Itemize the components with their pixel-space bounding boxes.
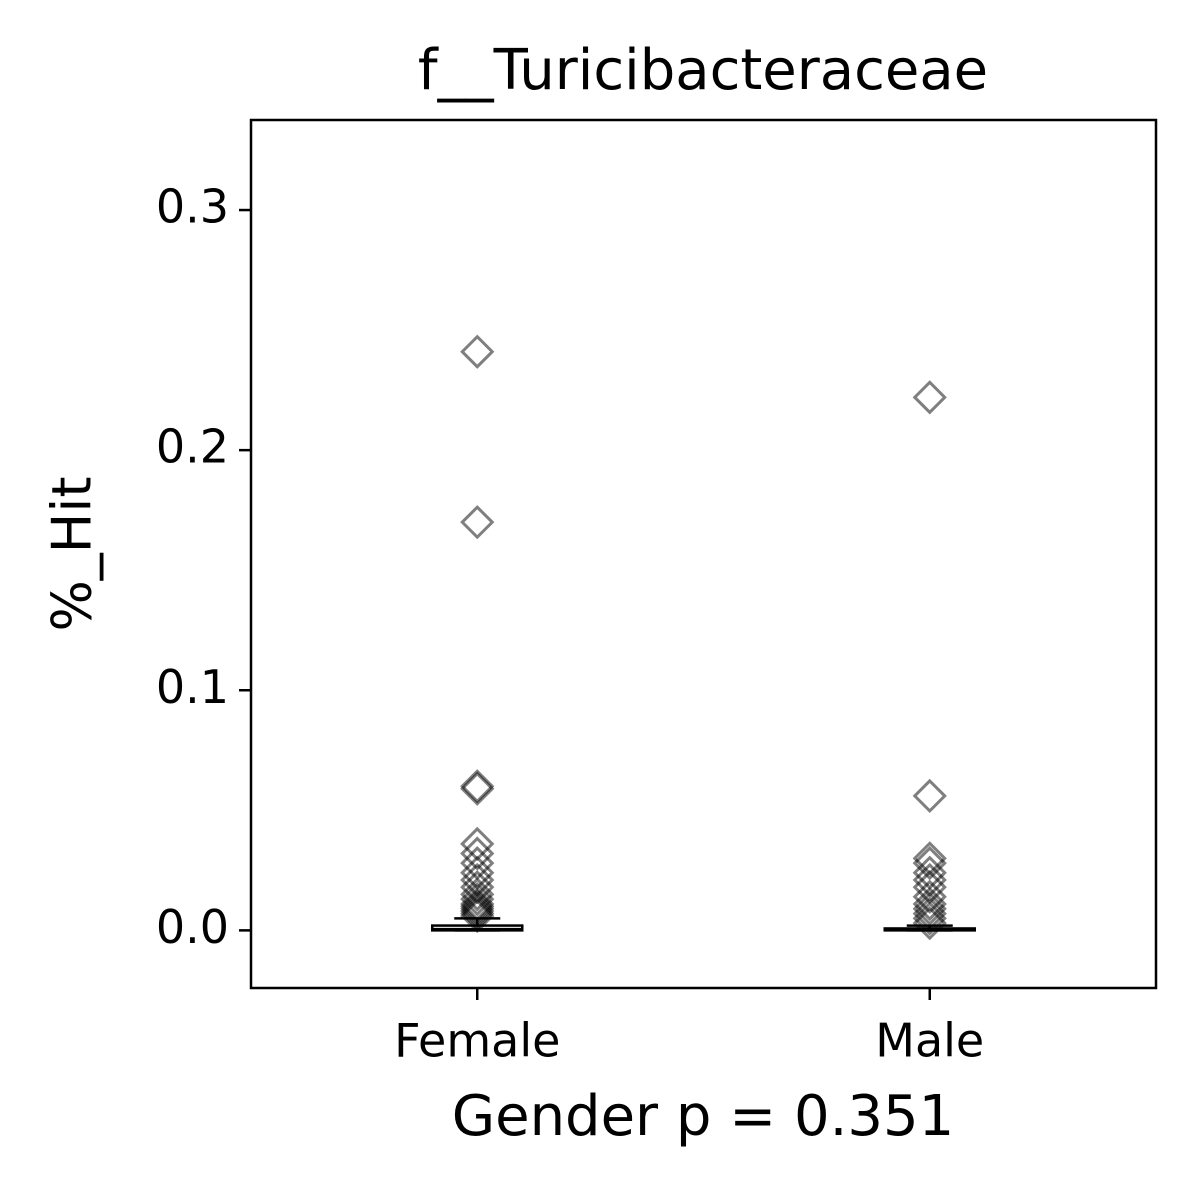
y-tick-label: 0.3 [156,180,229,234]
x-tick-label: Male [875,1014,984,1068]
outlier [912,906,947,941]
outlier [460,836,495,871]
x-axis-label: Gender p = 0.351 [452,1084,955,1149]
outlier [460,898,495,934]
chart-title: f__Turicibacteraceae [418,38,988,103]
outlier [912,896,947,931]
y-tick-label: 0.1 [156,660,229,714]
outlier [460,505,495,540]
outlier [912,846,947,881]
outlier [912,778,947,814]
outlier [912,901,947,936]
outlier [912,879,947,914]
outlier [460,896,495,931]
outlier [460,889,495,924]
outlier [460,891,495,926]
x-tick-label: Female [394,1014,560,1068]
outlier [460,771,495,806]
y-tick-label: 0.0 [156,900,229,954]
outlier [460,877,495,912]
outlier [460,886,495,922]
outlier [460,334,495,369]
y-axis-label: %_Hit [41,476,104,631]
outlier [912,380,947,415]
outlier [912,891,947,926]
plot-frame [249,118,1158,990]
outlier [912,886,947,922]
outlier [460,882,495,917]
y-tick-label: 0.2 [156,420,229,474]
outlier [460,769,495,804]
outlier [460,894,495,929]
